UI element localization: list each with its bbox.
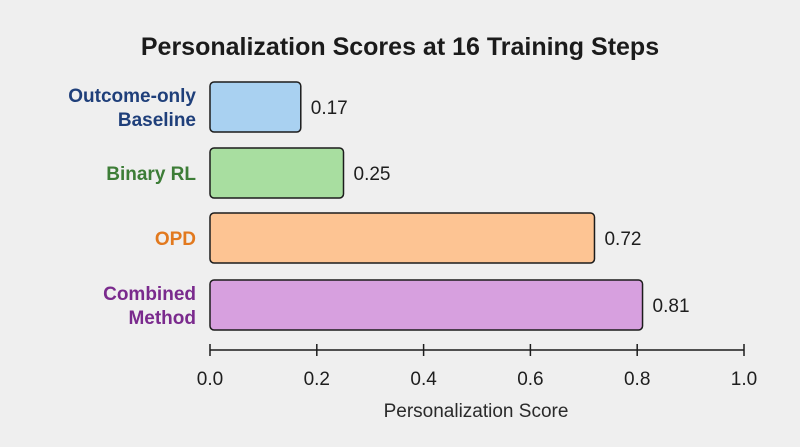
category-label: OPD	[155, 229, 196, 250]
value-label: 0.25	[354, 164, 391, 185]
category-label: Baseline	[118, 110, 196, 131]
x-tick-label: 0.4	[410, 369, 437, 390]
bars: 0.17 Outcome-only Baseline 0.25 Binary RL 0.7…	[68, 81, 690, 331]
x-tick-label: 1.0	[731, 369, 757, 390]
bar	[209, 147, 345, 199]
value-label: 0.72	[604, 229, 641, 250]
category-label: Combined	[103, 284, 196, 305]
value-label: 0.17	[311, 98, 348, 119]
bar	[209, 279, 644, 331]
value-label: 0.81	[653, 296, 690, 317]
chart-title: Personalization Scores at 16 Training St…	[141, 33, 659, 61]
category-label: Method	[128, 308, 196, 329]
category-label: Binary RL	[106, 164, 196, 185]
bar	[209, 81, 302, 133]
x-tick-label: 0.2	[304, 369, 330, 390]
x-tick-label: 0.6	[517, 369, 543, 390]
x-axis: 0.0 0.2 0.4 0.6 0.8 1.0	[197, 344, 757, 390]
x-tick-label: 0.8	[624, 369, 650, 390]
x-axis-title: Personalization Score	[384, 401, 569, 422]
x-tick-label: 0.0	[197, 369, 223, 390]
bar	[209, 212, 596, 264]
category-label: Outcome-only	[68, 86, 196, 107]
